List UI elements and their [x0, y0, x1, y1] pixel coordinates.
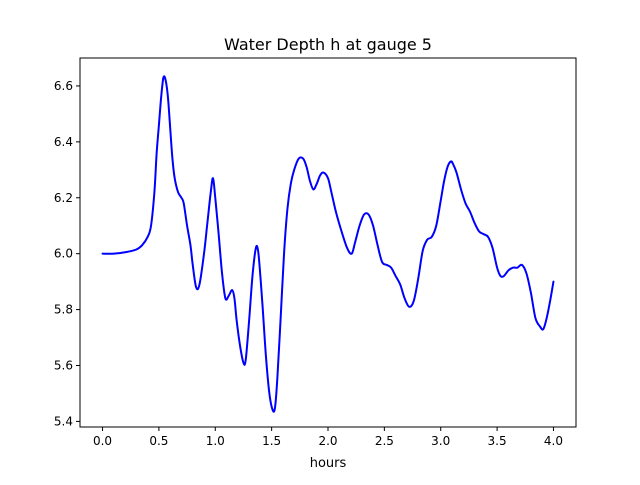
- x-tick-label: 4.0: [544, 434, 563, 448]
- y-tick-label: 6.0: [54, 247, 73, 261]
- x-tick-label: 1.0: [206, 434, 225, 448]
- x-tick-label: 2.5: [375, 434, 394, 448]
- x-tick-label: 3.0: [431, 434, 450, 448]
- x-axis-ticks: 0.0 0.5 1.0 1.5 2.0 2.5 3.0 3.5 4.0: [93, 427, 563, 448]
- chart-title: Water Depth h at gauge 5: [224, 35, 432, 54]
- y-tick-label: 6.6: [54, 79, 73, 93]
- y-axis-ticks: 5.4 5.6 5.8 6.0 6.2 6.4 6.6: [54, 79, 80, 428]
- x-tick-label: 2.0: [318, 434, 337, 448]
- x-tick-label: 0.5: [149, 434, 168, 448]
- x-axis-label: hours: [310, 456, 347, 471]
- y-tick-label: 5.6: [54, 359, 73, 373]
- x-tick-label: 0.0: [93, 434, 112, 448]
- x-tick-label: 3.5: [488, 434, 507, 448]
- water-depth-series-line: [101, 75, 555, 413]
- x-tick-label: 1.5: [262, 434, 281, 448]
- y-tick-label: 5.4: [54, 414, 73, 428]
- y-tick-label: 5.8: [54, 303, 73, 317]
- y-tick-label: 6.4: [54, 135, 73, 149]
- y-tick-label: 6.2: [54, 191, 73, 205]
